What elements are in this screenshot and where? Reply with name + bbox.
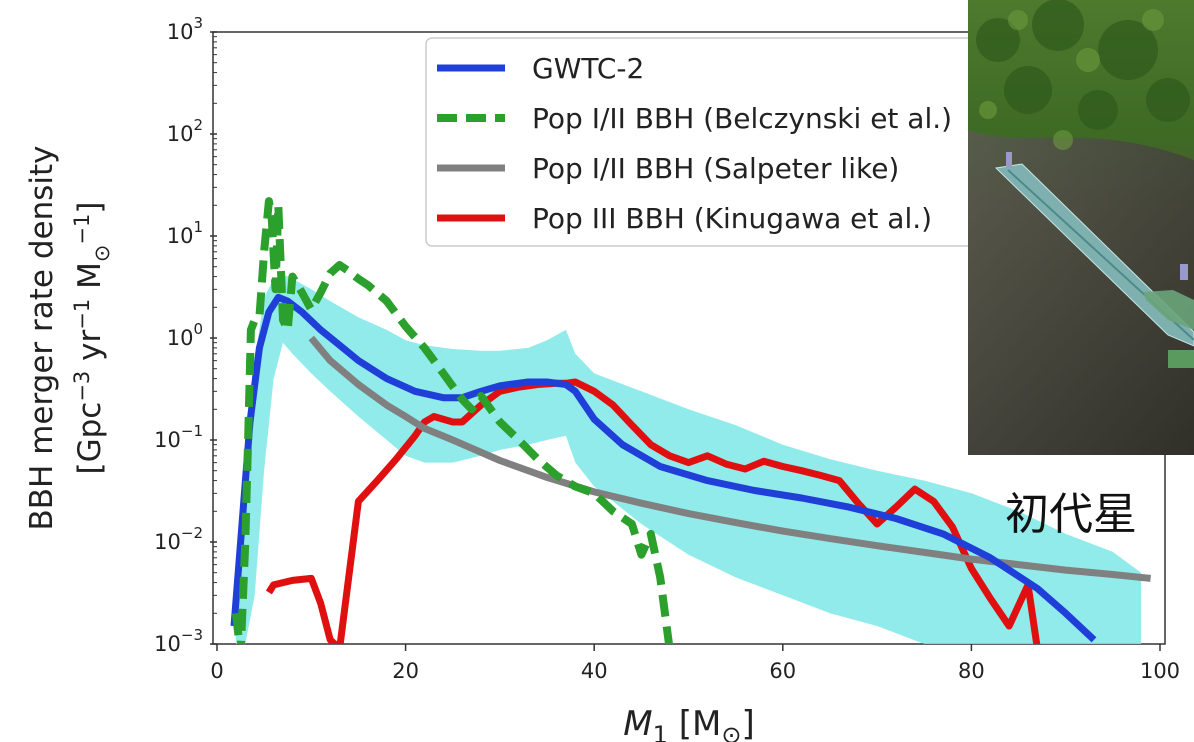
x-tick-label: 80: [958, 659, 985, 683]
x-tick-label: 20: [392, 659, 419, 683]
series-line-3: [265, 378, 1041, 644]
series-line-0: [230, 293, 1097, 643]
y-tick-label: 10−2: [154, 524, 203, 554]
y-tick-label: 10−1: [154, 422, 203, 452]
y-tick-label: 10−3: [154, 626, 203, 656]
series-line-1: [231, 197, 674, 644]
detector-facility-aerial-photo: [968, 0, 1194, 455]
legend-label-2: Pop I/II BBH (Salpeter like): [532, 152, 899, 185]
caption-text: 初代星: [1005, 489, 1137, 540]
legend-label-0: GWTC-2: [532, 52, 644, 85]
y-tick-label: 103: [167, 14, 203, 44]
legend-label-1: Pop I/II BBH (Belczynski et al.): [532, 102, 952, 135]
axes-layer: 0 20 40 60 80 100 10−3 10−2 10−1 100 101 102 103: [154, 14, 1180, 683]
legend-label-3: Pop III BBH (Kinugawa et al.): [532, 202, 932, 235]
x-axis-label: M1 [M⊙]: [623, 704, 754, 742]
y-axis-label-line1: BBH merger rate density: [24, 145, 60, 530]
y-tick-label: 101: [167, 218, 203, 248]
y-tick-label: 102: [167, 116, 203, 146]
y-axis-label-line2: [Gpc−3 yr−1 M⊙−1]: [70, 201, 114, 474]
x-tick-label: 100: [1140, 659, 1180, 683]
y-tick-label: 100: [167, 320, 203, 350]
x-tick-label: 40: [581, 659, 608, 683]
x-tick-label: 60: [769, 659, 796, 683]
plot-layer: [230, 197, 1151, 644]
x-tick-label: 0: [210, 659, 223, 683]
legend: GWTC-2 Pop I/II BBH (Belczynski et al.) Po…: [425, 37, 987, 247]
